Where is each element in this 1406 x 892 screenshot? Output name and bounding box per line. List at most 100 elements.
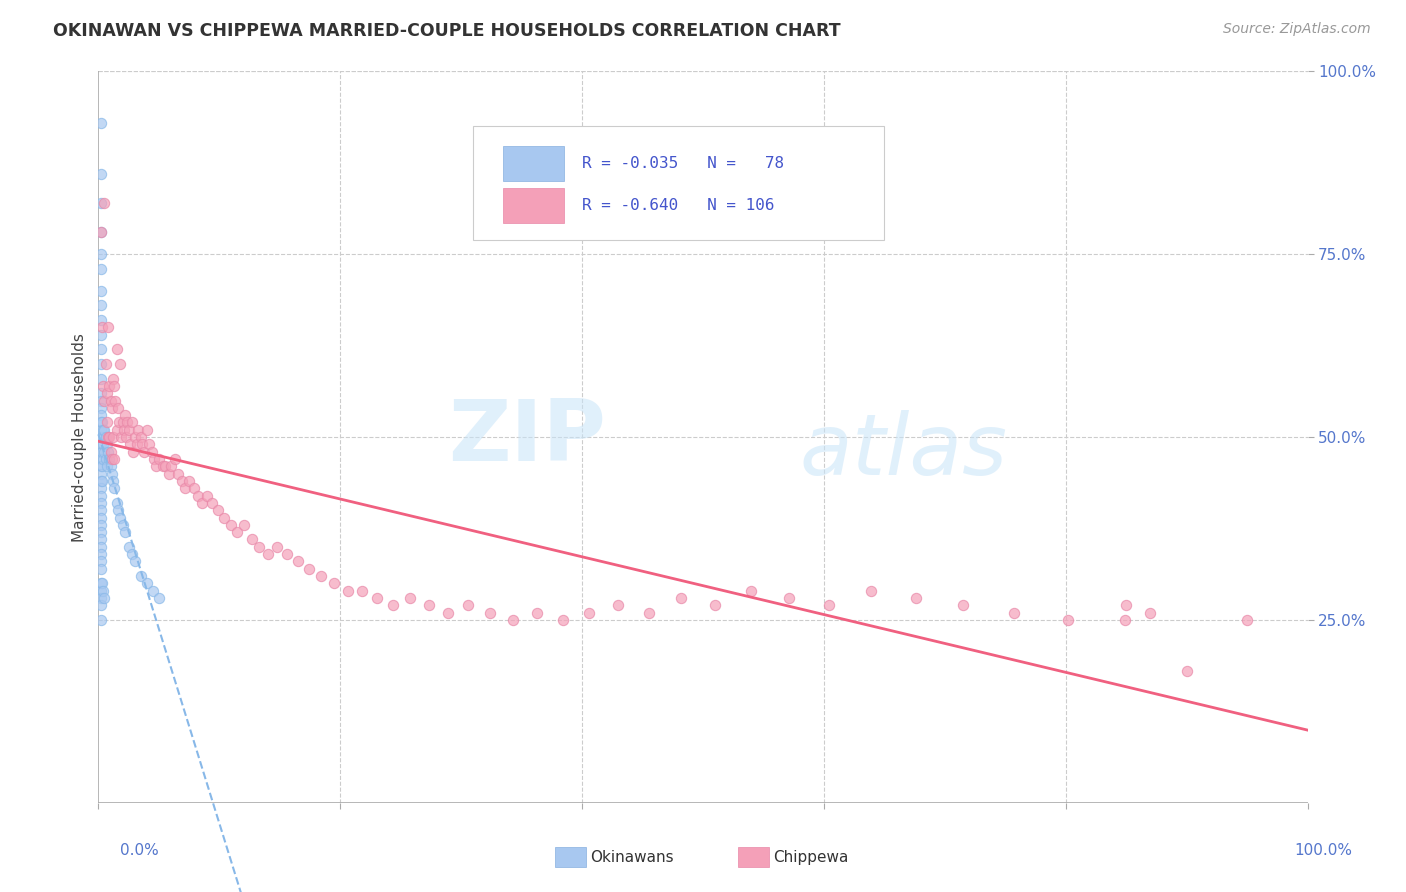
Point: [457, 599, 479, 613]
Point: [90, 533, 112, 547]
Point: [117, 416, 139, 430]
Point: [91, 452, 114, 467]
Point: [1236, 613, 1258, 627]
Point: [183, 481, 205, 495]
Point: [90, 386, 112, 401]
Point: [578, 606, 600, 620]
Point: [93, 393, 115, 408]
Point: [90, 540, 112, 554]
Point: [90, 196, 112, 211]
Point: [111, 416, 134, 430]
Point: [479, 606, 502, 620]
Point: [93, 444, 115, 458]
Point: [127, 437, 149, 451]
Point: [160, 459, 183, 474]
Point: [1139, 606, 1161, 620]
Point: [104, 393, 127, 408]
Point: [90, 554, 112, 568]
Point: [366, 591, 388, 605]
Text: ZIP: ZIP: [449, 395, 606, 479]
Point: [195, 489, 218, 503]
Point: [904, 591, 927, 605]
Point: [124, 554, 146, 568]
Point: [187, 489, 209, 503]
Point: [91, 320, 114, 334]
Point: [170, 474, 193, 488]
Text: R = -0.035   N =   78: R = -0.035 N = 78: [582, 156, 785, 171]
Point: [108, 357, 131, 371]
Point: [90, 357, 112, 371]
Point: [141, 444, 163, 458]
Point: [90, 503, 112, 517]
Point: [115, 430, 138, 444]
Point: [90, 496, 112, 510]
Point: [91, 576, 114, 591]
Point: [142, 583, 165, 598]
Point: [287, 554, 309, 568]
Point: [96, 386, 118, 401]
Point: [418, 599, 440, 613]
Point: [97, 444, 120, 458]
Point: [399, 591, 422, 605]
Point: [90, 547, 112, 561]
Point: [256, 547, 278, 561]
Point: [114, 408, 136, 422]
Point: [90, 510, 112, 524]
Point: [97, 320, 120, 334]
Point: [90, 371, 112, 385]
Point: [90, 591, 112, 605]
Point: [90, 247, 112, 261]
Y-axis label: Married-couple Households: Married-couple Households: [72, 333, 87, 541]
Point: [90, 343, 112, 357]
Point: [671, 591, 693, 605]
Point: [152, 459, 174, 474]
Point: [129, 569, 152, 583]
Point: [90, 467, 112, 481]
Point: [90, 525, 112, 540]
Point: [226, 525, 249, 540]
Point: [91, 437, 114, 451]
Point: [121, 416, 143, 430]
Point: [100, 452, 122, 467]
Point: [103, 481, 125, 495]
Bar: [503, 187, 564, 223]
Point: [94, 452, 117, 467]
Point: [118, 437, 141, 451]
Point: [96, 437, 118, 451]
Point: [114, 525, 136, 540]
Point: [952, 599, 974, 613]
Point: [101, 371, 124, 385]
Point: [212, 510, 235, 524]
Point: [98, 379, 121, 393]
Point: [90, 444, 112, 458]
Point: [860, 583, 883, 598]
Text: R = -0.640   N = 106: R = -0.640 N = 106: [582, 198, 775, 212]
Text: 0.0%: 0.0%: [120, 843, 159, 858]
Point: [90, 423, 112, 437]
Point: [1057, 613, 1080, 627]
Bar: [503, 146, 564, 181]
Point: [118, 540, 141, 554]
Point: [111, 517, 134, 532]
Point: [174, 481, 197, 495]
Point: [191, 496, 214, 510]
Point: [91, 459, 114, 474]
Point: [153, 459, 176, 474]
Point: [90, 298, 112, 312]
Point: [90, 459, 112, 474]
Point: [266, 540, 288, 554]
Point: [90, 401, 112, 415]
Text: atlas: atlas: [800, 410, 1008, 493]
Point: [110, 430, 132, 444]
Point: [526, 606, 548, 620]
Point: [112, 423, 135, 437]
Point: [135, 423, 157, 437]
Point: [143, 452, 166, 467]
Point: [778, 591, 800, 605]
Point: [90, 393, 112, 408]
Point: [124, 430, 146, 444]
Point: [1175, 664, 1198, 678]
Point: [276, 547, 298, 561]
Point: [100, 459, 122, 474]
Text: 100.0%: 100.0%: [1295, 843, 1353, 858]
